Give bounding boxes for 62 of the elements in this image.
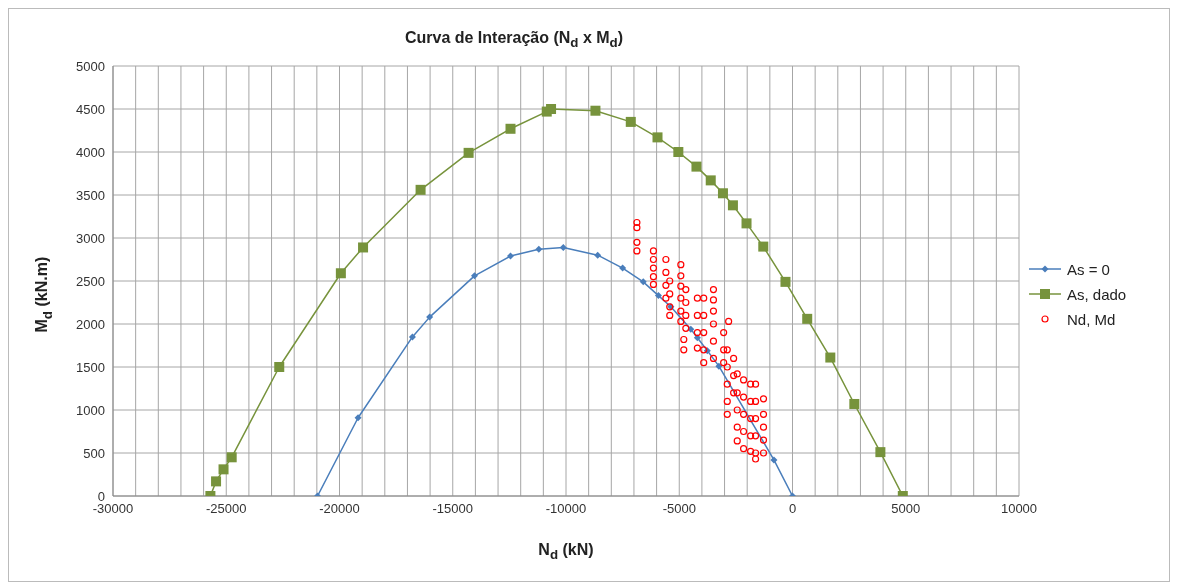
x-axis-title: N$_{d}$ (kN) (537, 541, 595, 563)
point (691, 161, 702, 172)
point (594, 251, 602, 259)
legend-label: Nd, Md (1067, 310, 1116, 328)
y-tick-label: 0 (97, 488, 105, 504)
point (875, 447, 886, 458)
x-tick-label: -20000 (319, 501, 360, 517)
point (559, 243, 567, 251)
point (535, 245, 543, 253)
point (802, 313, 813, 324)
y-tick-label: 1000 (76, 402, 105, 418)
y-tick-label: 500 (83, 445, 105, 461)
x-tick-label: 0 (788, 501, 797, 517)
point (654, 292, 662, 300)
point (463, 147, 474, 158)
point (415, 184, 426, 195)
y-tick-label: 5000 (76, 58, 105, 74)
point (218, 464, 229, 475)
legend-label: As, dado (1067, 285, 1127, 303)
point (590, 105, 601, 116)
y-tick-label: 1500 (76, 359, 105, 375)
legend-label: As = 0 (1067, 260, 1110, 278)
y-tick-label: 2500 (76, 273, 105, 289)
point (226, 452, 237, 463)
x-tick-label: -25000 (206, 501, 247, 517)
point (335, 268, 346, 279)
point (780, 276, 791, 287)
point (758, 241, 769, 252)
point (652, 132, 663, 143)
point (546, 104, 557, 114)
y-tick-label: 4500 (76, 101, 105, 117)
point (505, 123, 516, 134)
chart-title: Curva de Interação (N$_{d}$ x M$_{d}$) (403, 29, 625, 51)
y-tick-label: 2000 (76, 316, 105, 332)
point (408, 333, 416, 341)
point (727, 200, 738, 211)
y-tick-label: 3500 (76, 187, 105, 203)
point (211, 476, 222, 487)
point (426, 313, 434, 321)
y-tick-label: 3000 (76, 230, 105, 246)
point (717, 188, 728, 199)
x-tick-label: 5000 (891, 501, 921, 517)
point (639, 278, 647, 286)
point (619, 264, 627, 272)
point (358, 242, 369, 253)
x-tick-label: 10000 (1000, 501, 1038, 517)
x-tick-label: -30000 (92, 501, 134, 517)
point (274, 362, 285, 372)
point (673, 147, 684, 157)
x-tick-label: -5000 (662, 501, 696, 517)
point (507, 252, 515, 260)
x-tick-label: -10000 (545, 501, 587, 517)
point (470, 272, 478, 280)
point (705, 175, 716, 186)
point (849, 398, 860, 409)
point (770, 456, 778, 464)
point (354, 414, 362, 422)
point (625, 116, 636, 127)
point (825, 352, 836, 363)
x-tick-label: -15000 (432, 501, 473, 517)
y-tick-label: 4000 (76, 144, 105, 160)
point (741, 218, 752, 229)
